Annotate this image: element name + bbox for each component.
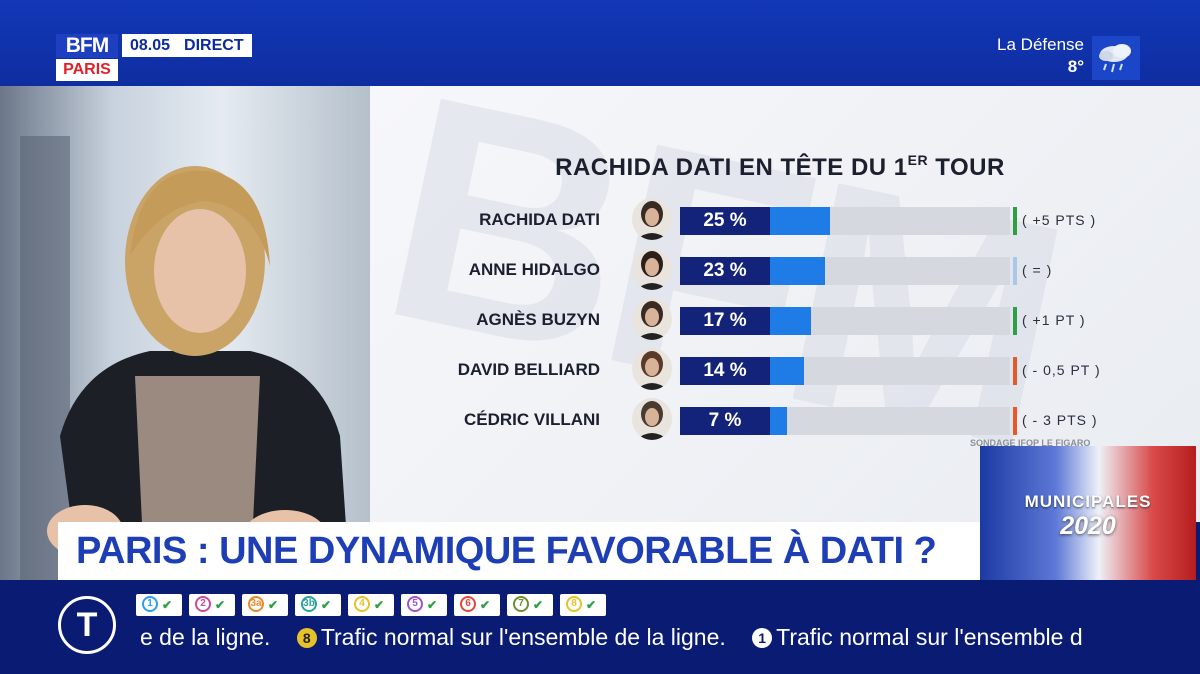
line-status-chip: 3b ✔ <box>295 594 341 616</box>
candidate-photo <box>632 248 672 290</box>
ticker-text-a: e de la ligne. <box>140 624 271 650</box>
check-icon: ✔ <box>533 598 544 612</box>
weather-location: La Défense <box>997 35 1084 54</box>
bar-fill <box>770 357 804 385</box>
change-indicator <box>1013 207 1017 235</box>
ticker-text-c: Trafic normal sur l'ensemble d <box>776 624 1083 650</box>
line-number-icon: 8 <box>296 628 317 648</box>
transport-logo-icon: T <box>58 596 116 654</box>
check-icon: ✔ <box>427 598 438 612</box>
check-icon: ✔ <box>480 598 491 612</box>
candidate-photo <box>632 398 672 440</box>
line-status-chip: 2 ✔ <box>189 594 235 616</box>
weather-temperature: 8° <box>1067 57 1084 76</box>
line-number-icon: 3b <box>301 596 317 612</box>
municipales-label: MUNICIPALES <box>1024 492 1152 511</box>
change-label: ( +1 PT ) <box>1022 312 1086 328</box>
headline-banner: PARIS : UNE DYNAMIQUE FAVORABLE À DATI ? <box>58 522 980 580</box>
studio-video <box>0 86 370 586</box>
change-indicator <box>1013 307 1017 335</box>
headline-text: PARIS : UNE DYNAMIQUE FAVORABLE À DATI ? <box>76 530 937 572</box>
candidate-name: AGNÈS BUZYN <box>476 310 600 329</box>
chart-title: RACHIDA DATI EN TÊTE DU 1ER TOUR <box>555 152 1005 181</box>
live-label: DIRECT <box>184 37 244 54</box>
line-number-icon: 8 <box>566 596 582 612</box>
chart-row: DAVID BELLIARD 14 % ( - 0,5 PT ) <box>370 348 1200 390</box>
chart-row: CÉDRIC VILLANI 7 % ( - 3 PTS ) <box>370 398 1200 440</box>
top-bar: BFM PARIS 08.05 DIRECT La Défense 8° <box>0 0 1200 86</box>
change-label: ( - 3 PTS ) <box>1022 412 1098 428</box>
line-status-chip: 7 ✔ <box>507 594 553 616</box>
check-icon: ✔ <box>321 598 332 612</box>
city-label: PARIS <box>56 59 118 81</box>
line-number-icon: 2 <box>195 596 211 612</box>
candidate-photo <box>632 198 672 240</box>
municipales-year: 2020 <box>1060 512 1116 540</box>
poll-source: SONDAGE IFOP LE FIGARO <box>970 438 1091 448</box>
weather-info: La Défense 8° <box>997 34 1084 78</box>
candidate-name: DAVID BELLIARD <box>457 360 600 379</box>
bar-fill <box>770 407 787 435</box>
line-number-icon: 7 <box>513 596 529 612</box>
candidate-name: CÉDRIC VILLANI <box>464 410 600 429</box>
presenter-image <box>20 136 350 586</box>
line-number-icon: 1 <box>752 628 773 648</box>
bar-fill <box>770 207 830 235</box>
candidate-name: RACHIDA DATI <box>479 210 600 229</box>
check-icon: ✔ <box>268 598 279 612</box>
bar-fill <box>770 307 811 335</box>
chart-row: RACHIDA DATI 25 % ( +5 PTS ) <box>370 198 1200 240</box>
change-indicator <box>1013 357 1017 385</box>
bar-value-label: 23 % <box>680 257 770 285</box>
candidate-photo <box>632 298 672 340</box>
ticker-text-b: Trafic normal sur l'ensemble de la ligne… <box>320 624 726 650</box>
line-status-chip: 8 ✔ <box>560 594 606 616</box>
line-status-chip: 6 ✔ <box>454 594 500 616</box>
line-number-icon: 4 <box>354 596 370 612</box>
check-icon: ✔ <box>162 598 173 612</box>
line-number-icon: 3a <box>248 596 264 612</box>
line-status-chip: 4 ✔ <box>348 594 394 616</box>
change-label: ( - 0,5 PT ) <box>1022 362 1101 378</box>
candidate-name: ANNE HIDALGO <box>468 260 600 279</box>
line-number-icon: 1 <box>142 596 158 612</box>
chart-row: ANNE HIDALGO 23 % ( = ) <box>370 248 1200 290</box>
check-icon: ✔ <box>215 598 226 612</box>
candidate-photo <box>632 348 672 390</box>
bar-value-label: 7 % <box>680 407 770 435</box>
line-status-chip: 3a ✔ <box>242 594 288 616</box>
bar-value-label: 25 % <box>680 207 770 235</box>
line-status-chip: 5 ✔ <box>401 594 447 616</box>
line-number-icon: 5 <box>407 596 423 612</box>
rain-cloud-icon <box>1092 36 1140 80</box>
brand-label: BFM <box>56 34 118 58</box>
municipales-badge: MUNICIPALES 2020 <box>980 446 1196 580</box>
change-indicator <box>1013 407 1017 435</box>
bar-value-label: 17 % <box>680 307 770 335</box>
line-number-icon: 6 <box>460 596 476 612</box>
change-label: ( = ) <box>1022 262 1053 278</box>
line-status-chip: 1 ✔ <box>136 594 182 616</box>
check-icon: ✔ <box>586 598 597 612</box>
change-indicator <box>1013 257 1017 285</box>
chart-row: AGNÈS BUZYN 17 % ( +1 PT ) <box>370 298 1200 340</box>
ticker-text: e de la ligne. 8 Trafic normal sur l'ense… <box>140 620 1200 654</box>
background-watermark: BFM <box>370 86 1084 515</box>
bar-value-label: 14 % <box>680 357 770 385</box>
live-indicator: 08.05 DIRECT <box>122 34 252 57</box>
clock-time: 08.05 <box>130 37 171 54</box>
bar-fill <box>770 257 825 285</box>
change-label: ( +5 PTS ) <box>1022 212 1097 228</box>
channel-logo: BFM PARIS <box>56 34 118 82</box>
check-icon: ✔ <box>374 598 385 612</box>
